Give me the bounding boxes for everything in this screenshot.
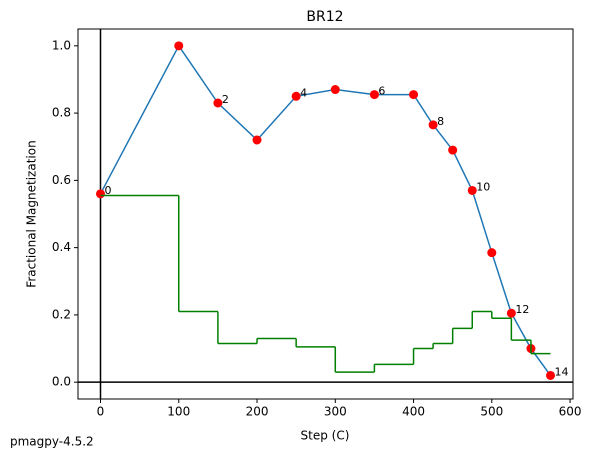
plot-frame (77, 28, 574, 400)
point-label: 12 (515, 303, 529, 316)
data-point (252, 135, 262, 145)
data-point (467, 185, 477, 195)
data-point (213, 98, 223, 108)
chart-title: BR12 (306, 9, 343, 25)
data-point (174, 41, 184, 51)
y-tick-label: 0.6 (52, 173, 71, 187)
data-point (428, 120, 438, 130)
y-axis-label: Fractional Magnetization (25, 140, 39, 287)
data-point (330, 85, 340, 95)
point-label: 10 (476, 180, 490, 193)
data-point (409, 90, 419, 100)
y-tick-label: 0.8 (52, 106, 71, 120)
y-tick-label: 0.2 (52, 307, 71, 321)
footer: pmagpy-4.5.2 (10, 435, 94, 449)
x-tick-label: 100 (167, 405, 190, 419)
point-label: 2 (222, 93, 229, 106)
x-tick-label: 600 (559, 405, 582, 419)
x-tick-label: 500 (480, 405, 503, 419)
point-label: 14 (555, 365, 569, 378)
x-tick-label: 0 (97, 405, 105, 419)
x-tick-label: 400 (402, 405, 425, 419)
data-point (546, 370, 555, 380)
point-label: 4 (300, 86, 307, 99)
point-label: 6 (378, 85, 385, 98)
data-point (369, 90, 379, 100)
data-line (99, 44, 552, 376)
x-tick-label: 200 (246, 405, 269, 419)
point-label: 8 (437, 115, 444, 128)
x-axis-label: Step (C) (301, 429, 350, 443)
y-tick-label: 0.0 (52, 375, 71, 389)
data-point (291, 91, 301, 101)
y-tick-label: 1.0 (52, 38, 71, 52)
x-tick-label: 300 (324, 405, 347, 419)
y-tick-label: 0.4 (52, 240, 71, 254)
point-label: 0 (105, 184, 112, 197)
data-point (448, 145, 458, 155)
data-point (487, 248, 497, 258)
data-point (506, 308, 516, 318)
